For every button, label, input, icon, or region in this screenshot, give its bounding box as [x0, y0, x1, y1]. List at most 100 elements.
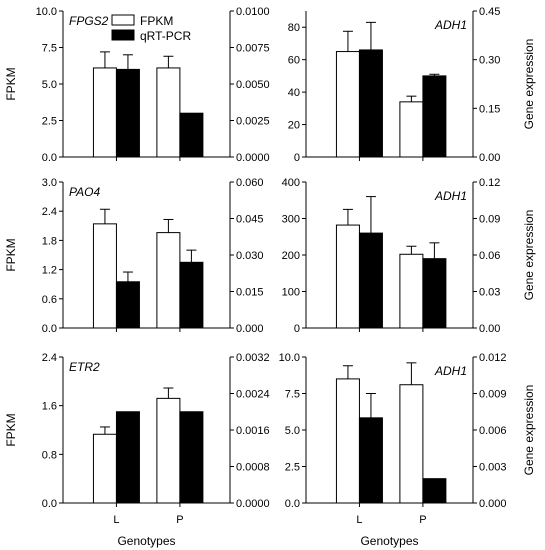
right-tick-label: 0.000: [236, 323, 264, 335]
right-tick-label: 0.0000: [236, 498, 270, 510]
panel-3: 0.0 0.6 1.2 1.8 2.4 3.0 0.000 0.015 0.030 0.045 0.…: [4, 177, 264, 335]
gene-label: PAO4: [69, 185, 100, 199]
left-tick-label: 80: [288, 22, 300, 34]
bar-qrtpcr-P: [422, 75, 447, 158]
bar-qrtpcr-L: [358, 417, 383, 504]
left-tick-label: 0.0: [42, 498, 57, 510]
bar-fpkm-L: [92, 433, 117, 504]
right-tick-label: 0.000: [479, 498, 507, 510]
left-axis-label: FPKM: [4, 238, 18, 271]
bar-qrtpcr-L: [358, 49, 383, 158]
left-tick-label: 60: [288, 55, 300, 67]
right-tick-label: 0.012: [479, 352, 507, 364]
right-axis-label: Gene expression: [522, 385, 536, 476]
panel-2: 0 20 40 60 80 0.00 0.15 0.30 0.45 ADH1 Gene expres…: [288, 6, 536, 164]
right-tick-label: 0.0100: [236, 6, 270, 18]
bar-fpkm-L: [335, 224, 360, 329]
bar-fpkm-P: [399, 101, 424, 158]
left-tick-label: 10.0: [279, 352, 300, 364]
bar-fpkm-P: [156, 232, 181, 329]
left-tick-label: 10.0: [36, 6, 57, 18]
left-tick-label: 7.5: [285, 389, 300, 401]
right-tick-label: 0.0000: [236, 152, 270, 164]
legend-label: qRT-PCR: [140, 29, 191, 43]
x-axis-label: Genotypes: [117, 534, 175, 548]
right-tick-label: 0.0075: [236, 43, 270, 55]
bar-fpkm-L: [335, 378, 360, 504]
bar-qrtpcr-L: [115, 68, 140, 158]
left-tick-label: 100: [282, 287, 300, 299]
left-tick-label: 5.0: [285, 425, 300, 437]
left-tick-label: 2.5: [285, 462, 300, 474]
legend-label: FPKM: [140, 14, 173, 28]
left-tick-label: 0.0: [285, 498, 300, 510]
left-tick-label: 400: [282, 177, 300, 189]
left-tick-label: 20: [288, 120, 300, 132]
left-tick-label: 0: [294, 152, 300, 164]
left-axis-label: FPKM: [4, 413, 18, 446]
left-tick-label: 1.8: [42, 235, 57, 247]
panel-5: 0.0 0.8 1.6 2.4 0.0000 0.0008 0.0016 0.0024 0.00…: [4, 352, 270, 548]
right-tick-label: 0.00: [479, 152, 500, 164]
left-tick-label: 1.2: [42, 265, 57, 277]
left-tick-label: 200: [282, 250, 300, 262]
right-tick-label: 0.30: [479, 55, 500, 67]
left-tick-label: 5.0: [42, 79, 57, 91]
right-tick-label: 0.015: [236, 287, 264, 299]
gene-label: ETR2: [69, 360, 100, 374]
legend-swatch-fpkm: [111, 14, 135, 26]
bar-fpkm-L: [92, 223, 117, 329]
bar-qrtpcr-P: [422, 478, 447, 504]
left-tick-label: 2.5: [42, 116, 57, 128]
right-tick-label: 0.0016: [236, 425, 270, 437]
right-tick-label: 0.00: [479, 323, 500, 335]
legend-swatch-qrtpcr: [111, 29, 135, 41]
bar-fpkm-P: [399, 384, 424, 504]
right-tick-label: 0.006: [479, 425, 507, 437]
left-tick-label: 3.0: [42, 177, 57, 189]
bar-qrtpcr-P: [179, 261, 204, 329]
panel-1: 0.0 2.5 5.0 7.5 10.0 0.0000 0.0025 0.0050 0.0075…: [4, 6, 270, 164]
right-tick-label: 0.06: [479, 250, 500, 262]
right-axis-label: Gene expression: [522, 210, 536, 301]
left-tick-label: 0.6: [42, 294, 57, 306]
bar-fpkm-L: [335, 51, 360, 158]
right-tick-label: 0.45: [479, 6, 500, 18]
right-tick-label: 0.12: [479, 177, 500, 189]
gene-label: ADH1: [434, 189, 467, 203]
right-tick-label: 0.030: [236, 250, 264, 262]
x-tick-label: P: [176, 514, 183, 526]
right-tick-label: 0.003: [479, 462, 507, 474]
bar-fpkm-P: [156, 67, 181, 158]
bar-qrtpcr-L: [358, 232, 383, 329]
gene-label: FPGS2: [69, 14, 109, 28]
left-tick-label: 0: [294, 323, 300, 335]
bar-qrtpcr-P: [179, 411, 204, 504]
left-tick-label: 1.6: [42, 401, 57, 413]
x-tick-label: L: [113, 514, 119, 526]
panel-6: 0.0 2.5 5.0 7.5 10.0 0.000 0.003 0.006 0.009 0.01…: [279, 352, 536, 548]
right-tick-label: 0.03: [479, 287, 500, 299]
left-tick-label: 2.4: [42, 352, 57, 364]
bar-fpkm-P: [156, 397, 181, 504]
right-tick-label: 0.0008: [236, 462, 270, 474]
right-tick-label: 0.0050: [236, 79, 270, 91]
left-tick-label: 300: [282, 214, 300, 226]
right-tick-label: 0.060: [236, 177, 264, 189]
right-tick-label: 0.045: [236, 214, 264, 226]
gene-label: ADH1: [434, 18, 467, 32]
left-tick-label: 0.0: [42, 152, 57, 164]
bar-qrtpcr-P: [179, 112, 204, 158]
bar-fpkm-P: [399, 253, 424, 329]
gene-label: ADH1: [434, 364, 467, 378]
left-tick-label: 0.8: [42, 449, 57, 461]
bar-qrtpcr-L: [115, 411, 140, 504]
bar-qrtpcr-L: [115, 281, 140, 329]
x-axis-label: Genotypes: [360, 534, 418, 548]
right-tick-label: 0.0025: [236, 116, 270, 128]
x-tick-label: P: [419, 514, 426, 526]
left-tick-label: 40: [288, 87, 300, 99]
left-tick-label: 0.0: [42, 323, 57, 335]
panel-4: 0 100 200 300 400 0.00 0.03 0.06 0.09 0.12 ADH1 Gen…: [282, 177, 536, 335]
